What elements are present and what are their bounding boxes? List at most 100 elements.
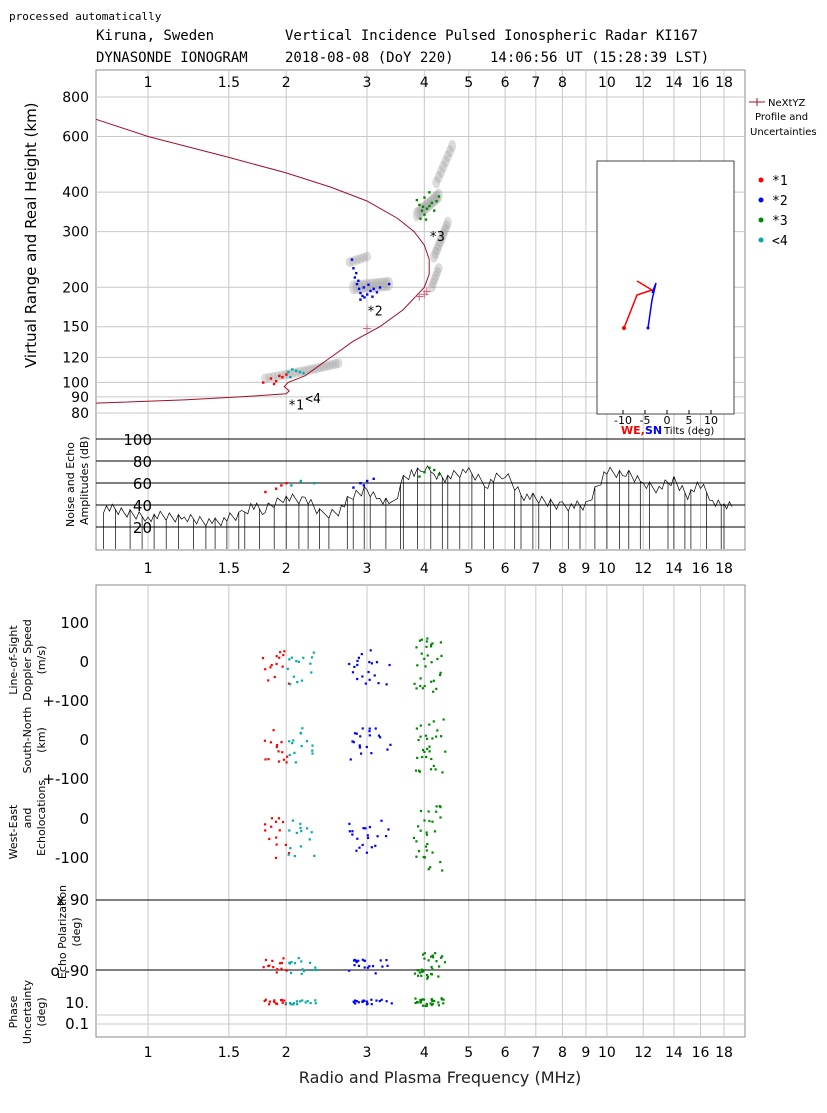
lower-echo-point (420, 998, 423, 1001)
raw-trace-blob (430, 274, 439, 285)
height-echo-point (285, 373, 288, 376)
lower-echo-point (300, 744, 303, 748)
tilt-axis-ticks: -10 -5 0 5 10 (614, 410, 718, 427)
height-tick-label: 800 (62, 90, 89, 106)
lower-echo-point (348, 830, 351, 833)
x-tick-label-middle: 1 (144, 561, 153, 577)
upper-panel-frame (95, 69, 746, 551)
lower-echo-point (433, 999, 436, 1003)
lower-echo-point (426, 842, 429, 846)
lower-tick-label: +-100 (42, 692, 89, 710)
lower-echo-point (429, 645, 433, 648)
lower-echo-point (385, 958, 388, 962)
lower-echo-point (280, 741, 283, 744)
lower-echo-point (433, 830, 437, 833)
lower-echo-point (426, 637, 429, 640)
lower-echo-point (296, 681, 299, 684)
amplitude-echo-point (274, 487, 278, 490)
product-name: DYNASONDE IONOGRAM (96, 50, 248, 66)
raw-trace-blob (334, 358, 343, 369)
lower-echo-point (362, 999, 365, 1002)
lower-echo-point (278, 656, 281, 659)
lower-echo-point (355, 732, 358, 735)
raw-trace-blob (331, 358, 340, 369)
lower-echo-point (430, 680, 433, 683)
lower-echo-point (415, 646, 418, 649)
lower-echo-point (415, 855, 418, 858)
raw-trace-blob (434, 263, 443, 274)
legend-label: *1 (772, 174, 788, 189)
lower-echo-point (297, 957, 300, 960)
lower-echo-point (441, 955, 444, 958)
x-tick-label-bottom: 3 (363, 1045, 372, 1061)
lower-echo-point (288, 753, 291, 757)
raw-trace-blob (356, 253, 365, 264)
lower-echo-point (264, 668, 267, 671)
x-tick-label-top: 12 (634, 75, 652, 91)
lower-echo-point (358, 846, 361, 849)
amplitude-echo-point (437, 473, 441, 476)
height-echo-point (357, 279, 360, 282)
height-echo-point (367, 283, 370, 286)
lower-echo-point (431, 954, 434, 957)
lower-echo-point (418, 639, 422, 642)
lower-echo-point (420, 974, 423, 977)
lower-echo-point (432, 956, 435, 959)
lower-echo-point (264, 998, 267, 1001)
lower-echo-point (301, 727, 304, 730)
lower-echo-point (284, 843, 287, 847)
lower-echo-point (413, 682, 416, 685)
lower-echo-point (443, 961, 447, 964)
x-tick-label-top: 1 (144, 75, 153, 91)
lower-panel-axis-labels: Line-of-Sight Doppler Speed (m/s) South-Nor… (7, 619, 83, 1044)
lower-echo-point (425, 973, 429, 977)
height-echo-point (418, 203, 421, 207)
lower-echo-point (374, 972, 377, 975)
height-echo-point (423, 196, 426, 199)
height-echo-point (355, 271, 358, 275)
legend-label: *2 (772, 194, 788, 209)
height-axis-label: Virtual Range and Real Height (km) (22, 102, 40, 368)
raw-trace-blob (427, 282, 436, 293)
x-tick-label-middle: 12 (634, 561, 652, 577)
raw-trace-blob (439, 228, 448, 241)
height-echo-point (291, 368, 294, 371)
tilt-tick-label: 0 (664, 414, 671, 427)
height-echo-point (274, 380, 278, 383)
raw-trace-blob (423, 198, 432, 213)
lower-echo-point (432, 720, 435, 723)
lower-echo-point (368, 734, 371, 737)
lower-echo-point (279, 651, 282, 654)
lower-echo-point (439, 673, 442, 677)
lower-echo-point (425, 1003, 428, 1007)
amplitude-echo-point (313, 482, 316, 485)
lower-echo-point (364, 827, 367, 830)
height-echo-point (302, 372, 305, 375)
lower-echo-point (420, 968, 424, 971)
height-echo-point (261, 381, 265, 384)
height-echo-point (272, 382, 276, 386)
raw-trace-blob (352, 254, 361, 265)
height-echo-point (289, 375, 292, 379)
lower-echo-point (351, 833, 354, 836)
lower-axis-label: South-North (21, 707, 34, 774)
lower-echo-point (437, 1004, 440, 1007)
lower-echo-point (436, 729, 439, 732)
lower-echo-point (415, 727, 418, 730)
lower-echo-point (364, 682, 367, 685)
x-tick-label-bottom: 8 (558, 1045, 567, 1061)
raw-trace-blob (448, 139, 457, 152)
lower-axis-label: Line-of-Sight (7, 625, 20, 695)
lower-echo-point (438, 965, 441, 968)
lower-echo-point (386, 964, 389, 967)
amplitude-tick-label: 20 (133, 519, 152, 537)
tilt-sn-track (647, 282, 657, 329)
lower-echo-point (295, 1000, 299, 1003)
lower-panel-frame (95, 584, 746, 1038)
lower-echo-point (306, 827, 309, 830)
lower-echo-point (282, 957, 285, 960)
lower-echo-point (356, 663, 359, 667)
lower-echo-point (311, 752, 314, 755)
lower-echo-point (295, 831, 298, 835)
